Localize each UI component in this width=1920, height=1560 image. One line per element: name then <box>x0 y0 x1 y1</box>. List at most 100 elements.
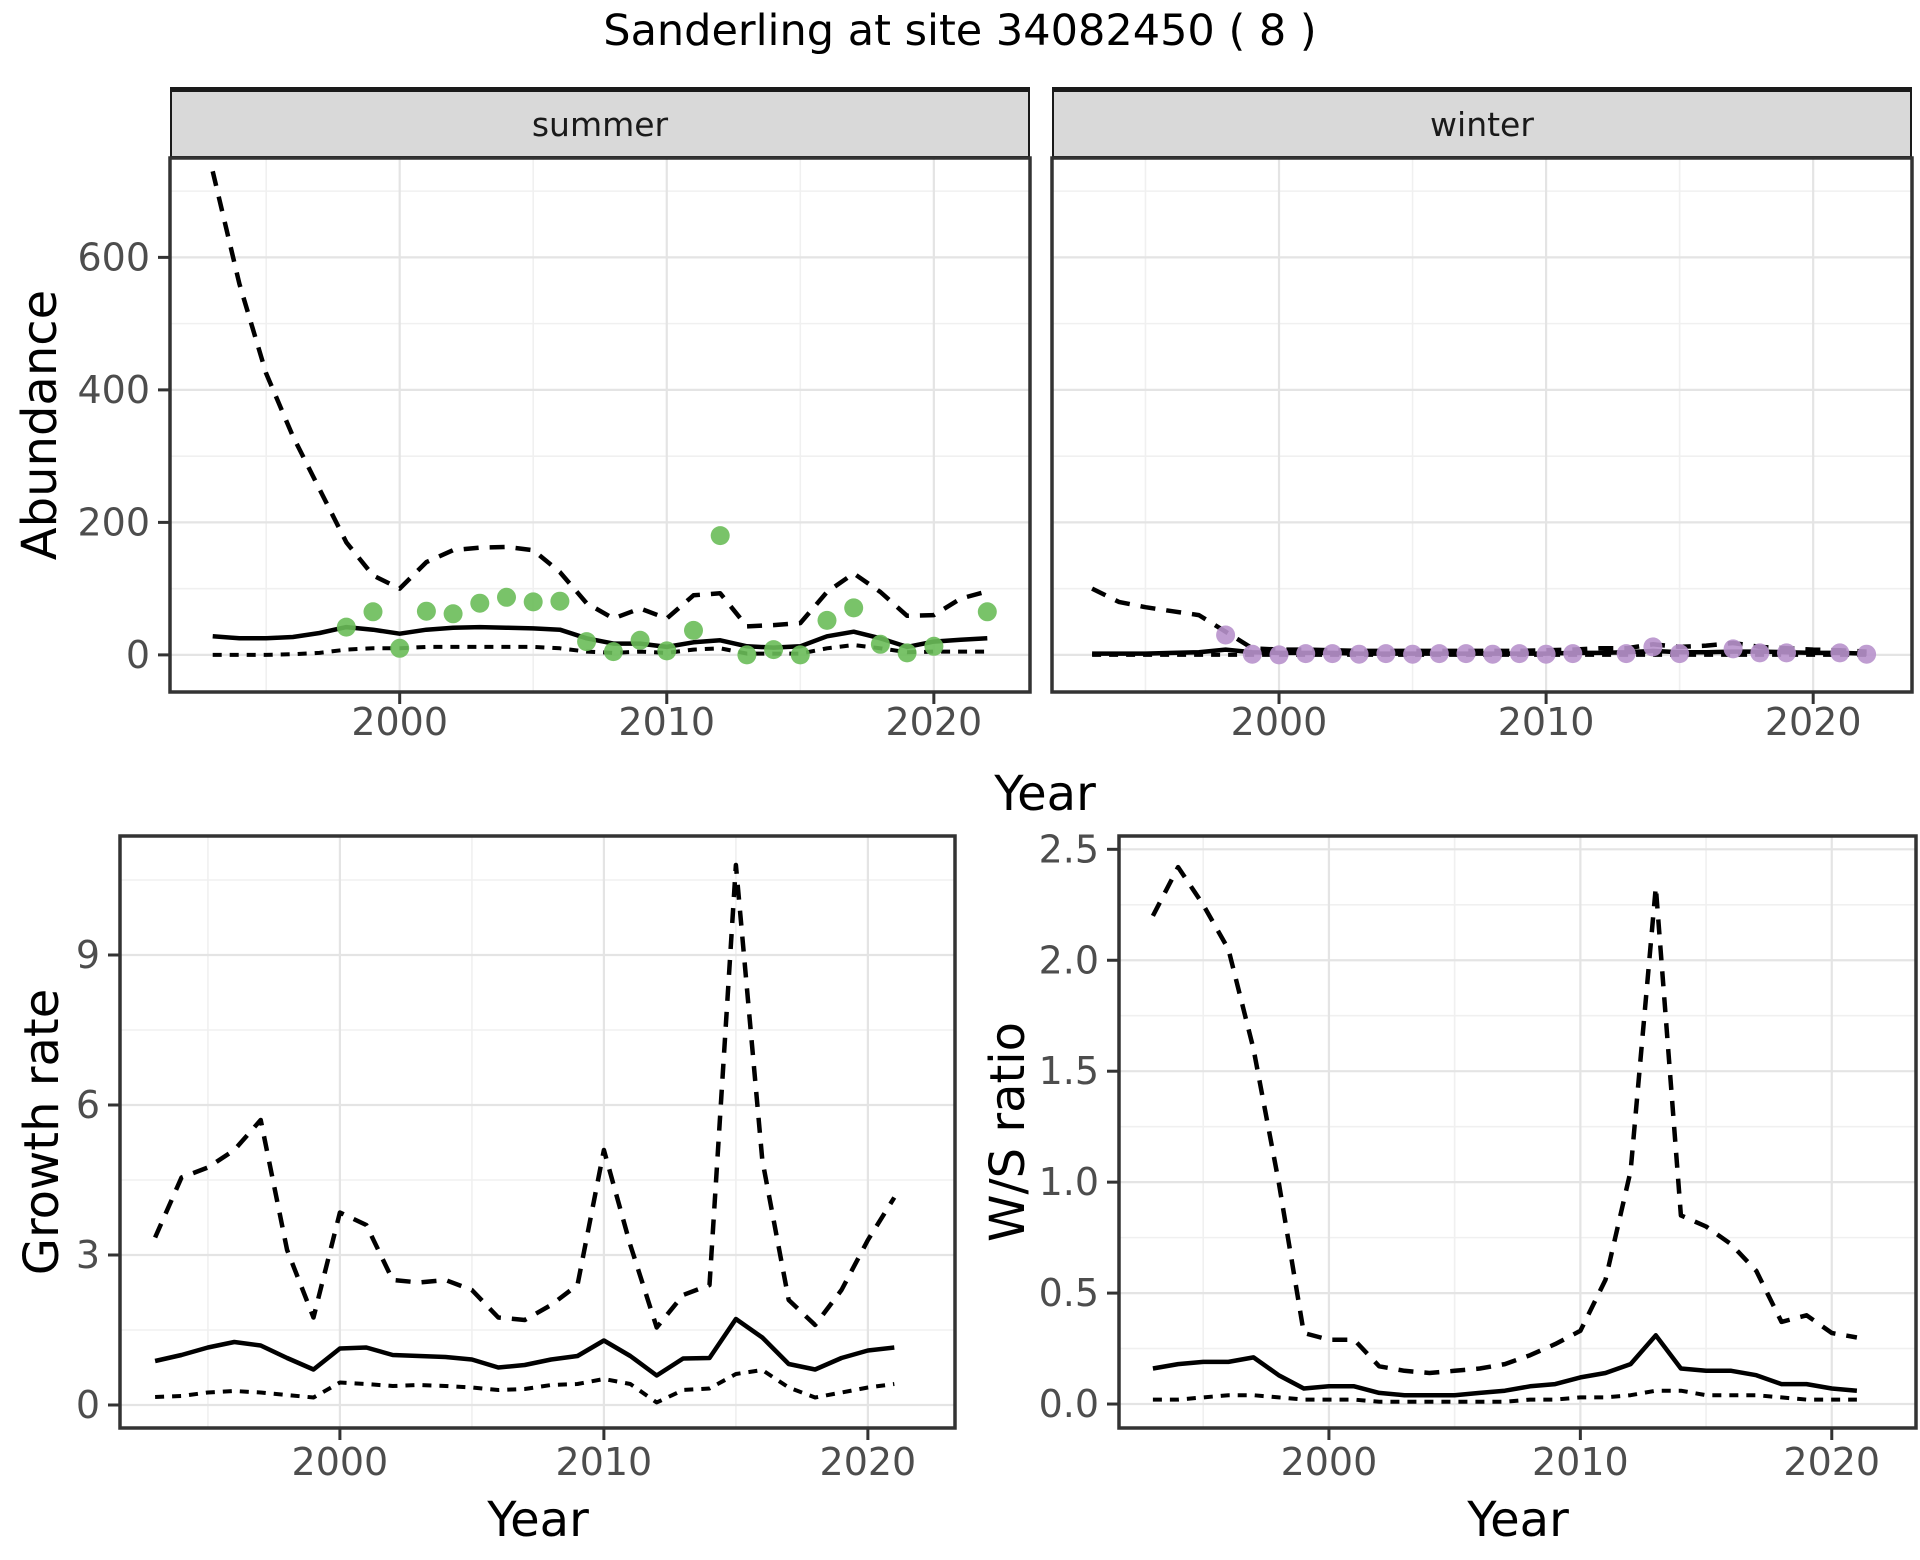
panel-border <box>168 156 1032 694</box>
data-point <box>470 593 490 613</box>
data-point <box>1216 625 1236 645</box>
data-point <box>1830 643 1850 663</box>
series-group <box>210 170 997 665</box>
x-tick-label: 2000 <box>351 700 448 744</box>
y-tick-label: 1.5 <box>1039 1049 1099 1093</box>
y-tick-label: 2.5 <box>1039 827 1099 871</box>
lower-ci-line <box>155 1368 895 1405</box>
data-point <box>897 643 917 663</box>
panel-background <box>170 158 1030 692</box>
x-axis: 2000 2010 2020 <box>1281 1428 1880 1484</box>
data-point <box>1509 644 1529 664</box>
panel-background <box>1119 836 1916 1428</box>
x-tick-label: 2020 <box>1783 1440 1880 1484</box>
upper-ci-line <box>153 862 897 1330</box>
data-point <box>1670 644 1690 664</box>
x-axis: 2000 2010 2020 <box>292 1428 917 1484</box>
panel-border <box>1050 156 1914 694</box>
data-point <box>1857 644 1877 664</box>
x-axis: 2000 2010 2020 <box>351 692 982 744</box>
facet-strip-winter: winter <box>1052 87 1912 158</box>
data-point <box>630 630 650 650</box>
x-tick-label: 2020 <box>820 1440 917 1484</box>
y-tick-label: 1.0 <box>1039 1160 1099 1204</box>
data-point <box>1563 644 1583 664</box>
y-tick-label: 9 <box>76 933 100 977</box>
y-tick-label: 0.5 <box>1039 1271 1099 1315</box>
panel-ws-ratio: 2000 2010 2020 0.0 0.5 1.0 1.5 2.0 2.5 <box>1039 827 1918 1484</box>
facet-strip-summer: summer <box>170 87 1030 158</box>
x-tick-label: 2020 <box>885 700 982 744</box>
lower-ci-line <box>212 643 988 657</box>
series-group <box>1150 864 1858 1404</box>
y-axis: 0 200 400 600 <box>77 235 170 677</box>
y-tick-label: 600 <box>77 235 150 279</box>
x-axis-title-year-growth: Year <box>487 1492 589 1548</box>
x-tick-label: 2010 <box>618 700 715 744</box>
y-tick-label: 0 <box>126 633 150 677</box>
x-axis: 2000 2010 2020 <box>1231 692 1862 744</box>
y-axis-title-ws-ratio: W/S ratio <box>980 1021 1036 1243</box>
y-tick-label: 400 <box>77 368 150 412</box>
observed-points <box>1216 625 1877 665</box>
y-tick-label: 0 <box>76 1383 100 1427</box>
mean-line <box>1152 1333 1858 1398</box>
data-point <box>523 592 543 612</box>
data-point <box>1296 644 1316 664</box>
data-point <box>336 617 356 637</box>
y-tick-label: 0.0 <box>1039 1382 1099 1426</box>
data-point <box>363 602 383 622</box>
data-point <box>1429 644 1449 664</box>
series-group <box>1091 586 1877 665</box>
data-point <box>443 604 463 624</box>
panel-abundance-summer: 2000 2010 2020 0 200 400 600 <box>77 156 1032 744</box>
data-point <box>1376 644 1396 664</box>
y-axis: 0 3 6 9 <box>76 933 120 1427</box>
data-point <box>390 638 410 658</box>
data-point <box>497 587 516 607</box>
x-tick-label: 2000 <box>292 1440 389 1484</box>
y-tick-label: 6 <box>76 1083 100 1127</box>
panel-abundance-winter: 2000 2010 2020 <box>1050 156 1914 744</box>
data-point <box>1349 644 1369 664</box>
data-point <box>1269 645 1289 665</box>
observed-points <box>336 526 997 665</box>
data-point <box>550 591 570 611</box>
facet-strip-summer-label: summer <box>531 104 669 144</box>
facet-strip-winter-label: winter <box>1430 104 1534 144</box>
x-axis-title-year-top: Year <box>994 766 1096 822</box>
data-point <box>1536 644 1556 664</box>
series-group <box>153 862 897 1405</box>
data-point <box>1456 644 1476 664</box>
x-tick-label: 2000 <box>1231 700 1328 744</box>
panel-background <box>120 836 955 1428</box>
data-point <box>416 601 436 621</box>
y-tick-label: 2.0 <box>1039 938 1099 982</box>
data-point <box>577 632 597 652</box>
data-point <box>1750 643 1770 663</box>
data-point <box>1403 644 1423 664</box>
panel-background <box>1052 158 1912 692</box>
y-axis: 0.0 0.5 1.0 1.5 2.0 2.5 <box>1039 827 1119 1426</box>
y-tick-label: 200 <box>77 500 150 544</box>
data-point <box>1322 644 1342 664</box>
data-point <box>870 634 890 654</box>
data-point <box>1242 644 1262 664</box>
data-point <box>603 642 623 662</box>
x-axis-title-year-ws: Year <box>1467 1492 1569 1548</box>
y-tick-label: 3 <box>76 1233 100 1277</box>
x-tick-label: 2010 <box>556 1440 653 1484</box>
data-point <box>1723 639 1743 659</box>
y-axis-title-growth-rate: Growth rate <box>14 988 70 1276</box>
x-tick-label: 2000 <box>1281 1440 1378 1484</box>
gridlines <box>170 158 1030 692</box>
panel-growth-rate: 2000 2010 2020 0 3 6 9 <box>76 834 957 1484</box>
data-point <box>1777 643 1796 663</box>
data-point <box>844 598 864 618</box>
x-tick-label: 2010 <box>1532 1440 1629 1484</box>
data-point <box>710 526 730 546</box>
y-axis-title-abundance: Abundance <box>12 289 68 561</box>
gridlines <box>120 836 955 1428</box>
data-point <box>764 640 784 660</box>
